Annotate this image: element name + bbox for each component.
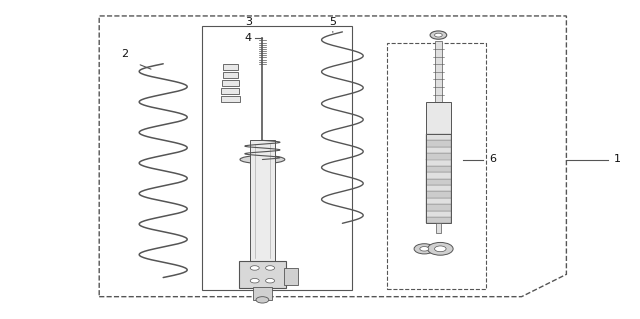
Text: 5: 5 [330, 17, 336, 27]
Bar [259, 140, 266, 160]
Bar [426, 166, 451, 172]
Circle shape [250, 278, 259, 283]
Circle shape [256, 297, 269, 303]
Bar [223, 72, 238, 78]
Circle shape [428, 242, 453, 255]
Bar [426, 172, 451, 179]
Text: 3: 3 [245, 17, 252, 27]
Bar [426, 217, 451, 223]
Bar [426, 211, 451, 217]
Bar [202, 26, 352, 290]
Circle shape [266, 278, 275, 283]
Bar [426, 140, 451, 147]
Bar [387, 43, 486, 289]
Bar [426, 191, 451, 198]
Bar [426, 204, 451, 211]
Bar [426, 153, 451, 160]
Circle shape [414, 244, 435, 254]
Bar [223, 63, 237, 70]
Circle shape [435, 33, 442, 37]
Bar [221, 88, 239, 94]
Ellipse shape [240, 155, 285, 164]
Bar [253, 287, 272, 300]
Text: 4: 4 [244, 33, 252, 43]
Circle shape [435, 246, 446, 252]
Bar [426, 179, 451, 185]
Bar [426, 134, 451, 140]
Circle shape [430, 31, 447, 39]
Circle shape [266, 266, 275, 270]
Bar [436, 223, 441, 233]
Bar [435, 41, 442, 102]
Circle shape [250, 266, 259, 270]
Bar [250, 140, 275, 262]
FancyBboxPatch shape [239, 261, 286, 288]
Bar [222, 80, 239, 86]
Bar [426, 185, 451, 191]
Bar [221, 96, 240, 102]
Bar [426, 160, 451, 166]
Text: 2: 2 [121, 49, 129, 59]
Circle shape [420, 247, 429, 251]
Text: 1: 1 [614, 154, 621, 165]
Bar [426, 147, 451, 153]
Bar [426, 198, 451, 204]
Bar [426, 134, 451, 223]
FancyBboxPatch shape [284, 268, 298, 285]
Bar [426, 102, 451, 134]
Text: 6: 6 [490, 154, 496, 165]
